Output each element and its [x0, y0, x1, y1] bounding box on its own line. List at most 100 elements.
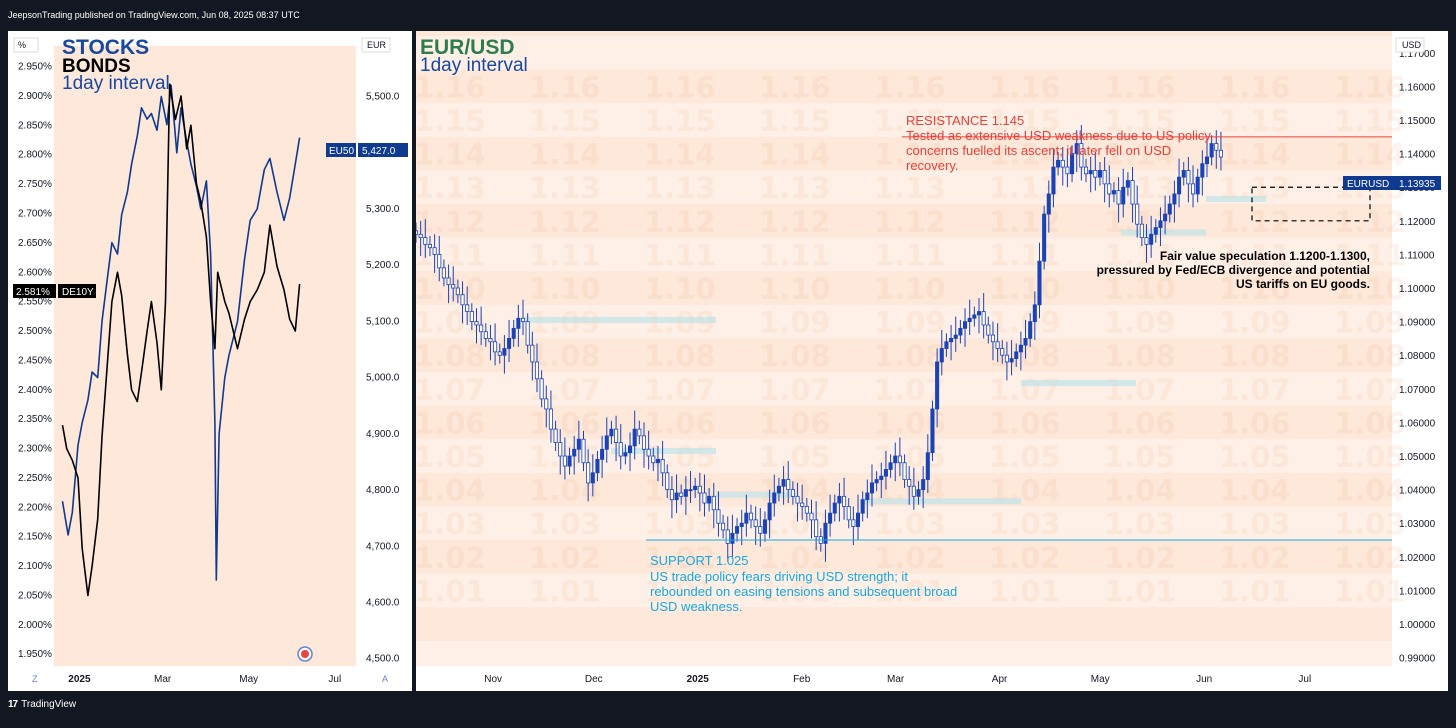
- event-marker-dot: [301, 650, 309, 658]
- candle-body: [730, 532, 735, 544]
- watermark-level: 1.02: [989, 541, 1061, 575]
- candle-body: [725, 529, 730, 544]
- price-axis-tick: 1.02000: [1399, 553, 1436, 564]
- watermark-level: 1.05: [1104, 440, 1176, 474]
- right-corner-label[interactable]: A: [382, 674, 388, 684]
- watermark-level: 1.09: [1334, 306, 1406, 340]
- watermark-level: 1.06: [759, 406, 831, 440]
- right-axis-tick: 4,500.0: [366, 654, 400, 665]
- stocks-bonds-chart[interactable]: 2.950% 2.900% 2.850% 2.800% 2.750% 2.700% 2.65…: [8, 31, 412, 691]
- eu50-name-tag: [326, 143, 356, 157]
- candle-body: [548, 408, 553, 430]
- left-axis-tick: 2.150%: [18, 532, 52, 543]
- usd-unit-label: USD: [1402, 40, 1422, 50]
- left-unit-box[interactable]: [13, 37, 39, 53]
- watermark-level: 1.09: [759, 306, 831, 340]
- fair-value-note: Fair value speculation 1.1200-1.1300, pre…: [1097, 249, 1370, 291]
- watermark-level: 1.03: [644, 507, 716, 541]
- note-line: Tested as extensive USD weakness due to …: [906, 128, 1211, 143]
- candle-body: [800, 502, 805, 507]
- watermark-level: 1.10: [644, 272, 716, 306]
- candle-body: [474, 321, 479, 326]
- candle-body: [1065, 166, 1070, 175]
- watermark-level: 1.15: [1334, 104, 1406, 138]
- watermark-level: 1.07: [759, 373, 831, 407]
- watermark-level: 1.11: [1219, 238, 1291, 272]
- candle-body: [1018, 344, 1023, 353]
- candle-body: [581, 438, 586, 464]
- price-axis-tick: 1.11000: [1399, 250, 1435, 261]
- left-axis-tick: 2.250%: [18, 473, 52, 484]
- stocks-bonds-panel[interactable]: 2.950% 2.900% 2.850% 2.800% 2.750% 2.700% 2.65…: [8, 31, 412, 691]
- right-unit-box[interactable]: [361, 37, 391, 53]
- watermark-level: 1.12: [759, 205, 831, 239]
- watermark-level: 1.12: [874, 205, 946, 239]
- candle-body: [1088, 170, 1093, 175]
- candle-body: [614, 428, 619, 443]
- eurusd-panel[interactable]: 1.16 1.16 1.16 1.16 1.16 1.16 1.16 1.16 1.16 1.15…: [413, 31, 1448, 691]
- watermark-level: 1.04: [416, 474, 486, 508]
- candle-body: [893, 455, 898, 464]
- de10y-value-tag: [13, 284, 56, 298]
- watermark-level: 1.16: [1219, 70, 1291, 104]
- candle-body: [1204, 156, 1210, 165]
- candle-body: [972, 314, 977, 319]
- candle-body: [674, 492, 679, 501]
- candle-body: [507, 338, 512, 349]
- highlight-zone: [1021, 380, 1136, 387]
- candle-body: [600, 448, 605, 460]
- candle-body: [804, 506, 809, 514]
- candle-body: [530, 344, 535, 363]
- candle-body: [753, 519, 758, 527]
- watermark-level: 1.01: [416, 574, 486, 608]
- note-line: USD weakness.: [650, 599, 742, 614]
- watermark-level: 1.16: [759, 70, 831, 104]
- note-line: US trade policy fears driving USD streng…: [650, 569, 908, 584]
- left-axis-tick: 2.750%: [18, 179, 52, 190]
- de10y-name-tag: [58, 284, 96, 298]
- left-axis-tick: 2.450%: [18, 355, 52, 366]
- left-corner-label[interactable]: Z: [32, 674, 38, 684]
- watermark-level: 1.01: [1219, 574, 1291, 608]
- watermark-level: 1.10: [529, 272, 601, 306]
- candle-body: [1093, 170, 1098, 178]
- candle-body: [637, 428, 642, 437]
- candle-body: [958, 327, 963, 336]
- usd-unit-box[interactable]: [1395, 37, 1425, 53]
- candle-body: [1028, 321, 1033, 339]
- candle-body: [1121, 186, 1126, 205]
- eurusd-chart[interactable]: 1.16 1.16 1.16 1.16 1.16 1.16 1.16 1.16 1.161.15…: [413, 31, 1448, 691]
- watermark-level: 1.05: [644, 440, 716, 474]
- price-axis-tick: 1.12000: [1399, 217, 1436, 228]
- candle-body: [1079, 143, 1084, 168]
- watermark-level: 1.11: [874, 238, 946, 272]
- watermark-level: 1.16: [989, 70, 1061, 104]
- candle-body: [628, 445, 633, 454]
- right-axis-tick: 5,200.0: [366, 260, 400, 271]
- candle-body: [1111, 190, 1116, 195]
- x-axis-tick: Nov: [484, 674, 502, 685]
- tradingview-logo-icon: 17: [8, 699, 18, 710]
- candle-body: [483, 331, 488, 339]
- price-band: [416, 237, 1392, 272]
- candle-body: [460, 294, 465, 306]
- candle-body: [1042, 213, 1047, 262]
- candle-body: [1125, 180, 1130, 188]
- price-axis-tick: 1.01000: [1399, 586, 1436, 597]
- eurusd-interval-label: 1day interval: [420, 55, 528, 76]
- candle-body: [1023, 338, 1028, 346]
- watermark-level: 1.03: [529, 507, 601, 541]
- watermark-level: 1.10: [989, 272, 1061, 306]
- left-axis-tick: 2.600%: [18, 267, 52, 278]
- candle-body: [721, 522, 726, 531]
- left-axis-tick: 2.650%: [18, 238, 52, 249]
- x-axis-tick: Mar: [887, 674, 905, 685]
- eu50-value-tag: [358, 143, 408, 157]
- watermark-level: 1.15: [416, 104, 486, 138]
- watermark-level: 1.14: [416, 138, 486, 172]
- watermark-level: 1.11: [644, 238, 716, 272]
- candle-body: [539, 378, 544, 400]
- price-axis-tick: 1.15000: [1399, 116, 1436, 127]
- candle-body: [479, 324, 484, 333]
- bonds-subtitle: BONDS: [62, 56, 131, 77]
